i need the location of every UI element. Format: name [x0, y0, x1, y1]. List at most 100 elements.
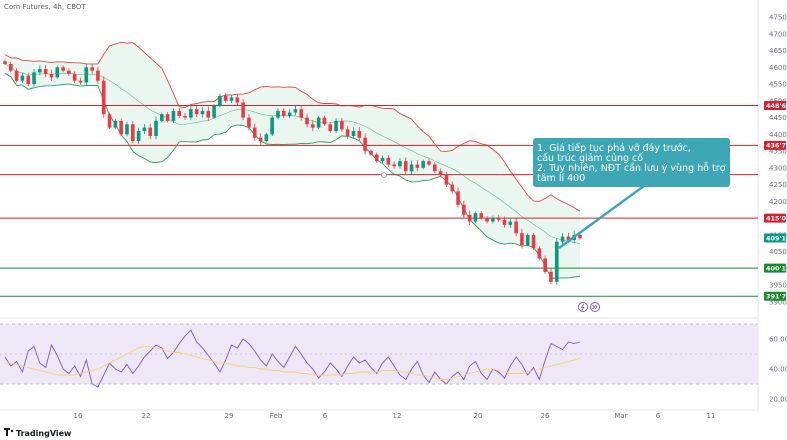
candle-body-9	[55, 67, 60, 78]
price-tick-2: 4650	[769, 47, 787, 55]
candle-body-34	[200, 110, 205, 115]
candle-body-3	[20, 75, 25, 81]
band-fill	[5, 42, 580, 279]
candle-body-39	[229, 97, 234, 101]
candle-body-88	[514, 221, 518, 234]
level-tag-bg-4	[764, 263, 786, 273]
candle-body-94	[549, 271, 553, 282]
candle-body-22	[130, 124, 135, 142]
candle-body-63	[369, 151, 373, 155]
candle-body-61	[357, 131, 362, 138]
candle-body-26	[154, 120, 158, 137]
candle-body-84	[491, 218, 495, 222]
candle-body-68	[398, 161, 402, 167]
candle-body-20	[119, 120, 123, 135]
annotation-line-2: cấu trúc giảm củng cố	[537, 153, 643, 164]
price-tick-7: 4400	[769, 131, 787, 139]
rsi_ma-line	[5, 346, 581, 380]
candle-body-43	[252, 127, 257, 138]
candle-body-2	[14, 70, 19, 81]
candle-body-33	[194, 109, 199, 115]
candle-body-92	[537, 248, 542, 259]
candle-body-64	[374, 154, 379, 162]
candle-body-95	[554, 241, 559, 282]
annotation-line-4: tâm lí 400	[537, 173, 585, 184]
time-tick-7: 26	[541, 412, 550, 420]
candle-body-73	[427, 161, 431, 165]
candle-body-36	[212, 105, 216, 118]
candle-body-53	[311, 124, 315, 128]
candle-body-27	[160, 114, 164, 121]
level-tag-label-5: 391'7	[766, 293, 786, 301]
price-tick-10: 4250	[769, 181, 787, 189]
time-tick-8: Mar	[614, 412, 627, 420]
annotation-callout[interactable]: 1. Giá tiếp tục phá vỡ đáy trước, cấu tr…	[533, 138, 730, 250]
candle-body-85	[496, 218, 501, 220]
time-tick-9: 6	[656, 412, 661, 420]
candle-body-10	[61, 67, 65, 71]
candle-body-80	[467, 214, 472, 222]
candle-body-46	[270, 117, 274, 135]
annotation-line-1: 1. Giá tiếp tục phá vỡ đáy trước,	[537, 143, 691, 154]
candle-body-67	[392, 164, 396, 167]
event-markers[interactable]	[381, 172, 600, 312]
candle-body-87	[508, 221, 513, 225]
time-tick-6: 20	[474, 412, 483, 420]
annotation-line-3: 2. Tuy nhiên, NĐT cần lưu ý vùng hỗ trợ	[537, 163, 726, 174]
candle-body-81	[473, 213, 478, 222]
price-tick-8: 4350	[769, 148, 787, 156]
level-tag-bg-0	[764, 101, 786, 111]
last-price-tag-bg	[764, 233, 786, 243]
candle-body-83	[485, 218, 489, 222]
candle-body-90	[525, 234, 530, 245]
candle-body-14	[84, 67, 89, 83]
candle-body-52	[305, 117, 309, 125]
candle-body-47	[276, 110, 280, 118]
level-tag-label-1: 436'7	[766, 142, 786, 150]
rsi-tick-2: 20.00	[769, 396, 787, 404]
alert-marker-icon[interactable]	[381, 172, 387, 178]
upper-band	[4, 41, 581, 212]
candle-body-50	[293, 109, 298, 113]
chart-title: Corn Futures, 4h, CBOT	[4, 3, 86, 11]
time-tick-10: 11	[707, 412, 716, 420]
candle-body-65	[380, 157, 385, 162]
price-tick-3: 4600	[769, 64, 787, 72]
level-tag-label-4: 400'1	[766, 264, 787, 272]
rsi-pane[interactable]	[0, 323, 758, 388]
candle-body-82	[479, 213, 484, 219]
candle-body-77	[450, 184, 455, 192]
candle-body-37	[218, 95, 222, 106]
price-tick-6: 4450	[769, 114, 787, 122]
candle-body-91	[531, 234, 536, 249]
rsi-axis: 60.00 40.00 20.00	[769, 336, 787, 404]
lightning-event-icon[interactable]	[578, 302, 588, 312]
rsi-tick-1: 40.00	[769, 366, 787, 374]
candle-body-0	[3, 61, 7, 64]
candle-body-42	[247, 117, 251, 128]
candle-body-11	[67, 70, 71, 74]
price-tick-14: 4050	[769, 248, 787, 256]
candle-body-99	[578, 234, 582, 239]
candle-body-7	[43, 68, 48, 74]
price-tick-16: 3950	[769, 282, 787, 290]
rsi-line	[4, 329, 581, 388]
candle-body-93	[543, 258, 547, 272]
level-tag-label-0: 448'6	[766, 102, 787, 110]
candle-body-31	[183, 115, 187, 118]
candle-body-97	[566, 236, 571, 240]
candle-body-19	[113, 120, 118, 128]
candle-body-79	[462, 204, 466, 215]
candle-body-35	[206, 110, 211, 118]
candle-body-1	[9, 63, 13, 71]
annotation-box	[533, 138, 730, 187]
candle-body-5	[32, 72, 36, 85]
candle-body-58	[340, 120, 344, 130]
candle-body-60	[351, 131, 356, 137]
candle-body-78	[456, 191, 460, 205]
candle-body-13	[78, 80, 83, 83]
candle-body-44	[258, 137, 263, 142]
candle-body-8	[49, 74, 54, 78]
candle-body-62	[363, 137, 367, 152]
